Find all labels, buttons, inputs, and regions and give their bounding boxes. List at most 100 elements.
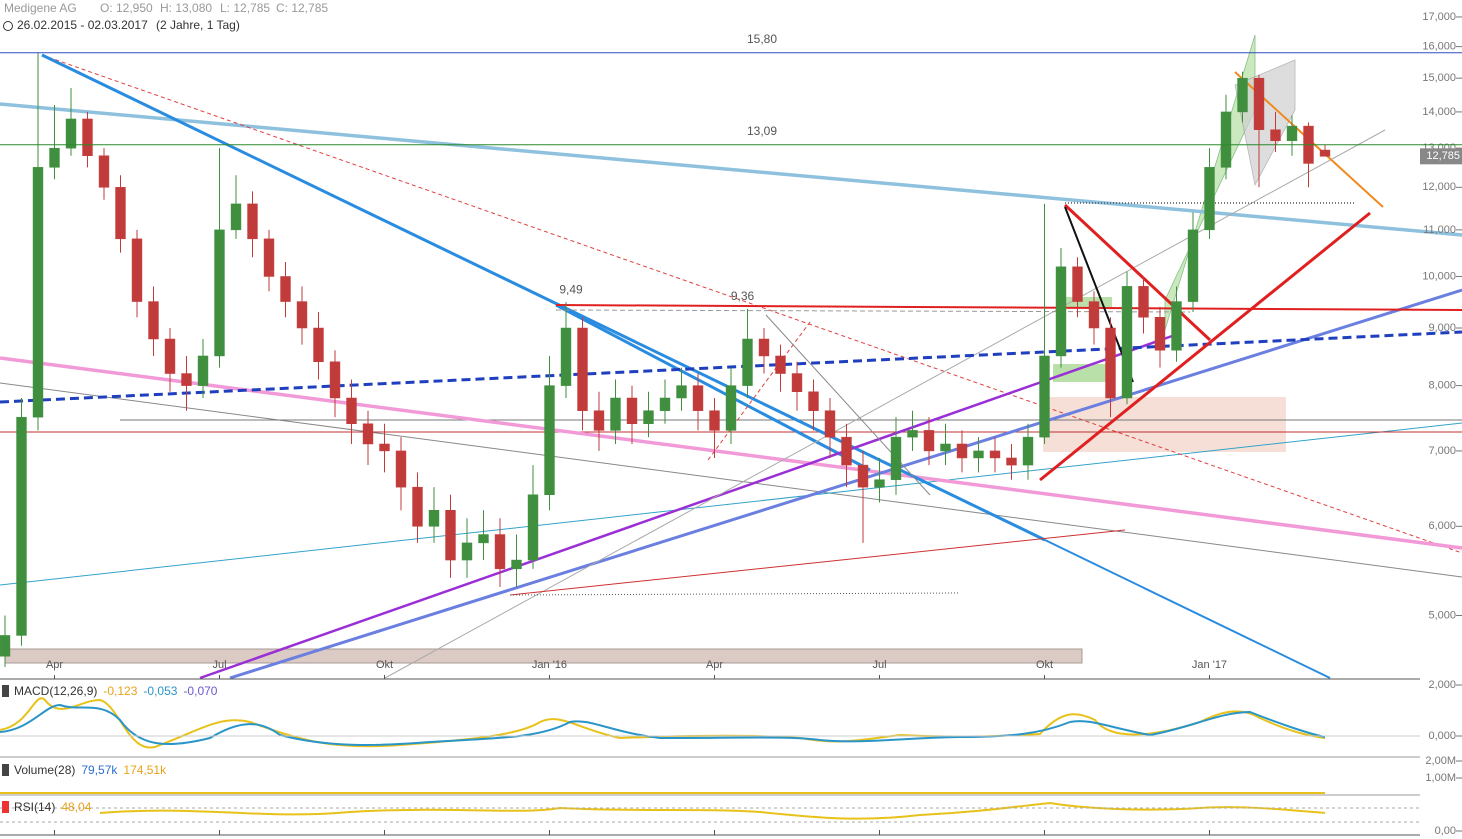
candle-body	[841, 436, 852, 466]
zone	[1057, 297, 1112, 307]
candle-body	[164, 338, 176, 374]
candle-body	[676, 385, 687, 399]
x-tick-label: Jul	[212, 659, 226, 671]
last-price-label: 12,785	[1426, 150, 1460, 162]
zone	[1053, 364, 1113, 382]
y-tick-label: 7,000	[1428, 445, 1456, 457]
panel-readout: -0,123	[103, 684, 137, 698]
ohlc-readout: O: 12,950	[100, 1, 153, 15]
panel-readout: -0,053	[143, 684, 177, 698]
candle-body	[494, 534, 506, 570]
candle-body	[412, 486, 423, 527]
last-price-tag	[1420, 148, 1462, 165]
trend-line	[509, 529, 1126, 596]
panel-tick-label: 0,000	[1428, 730, 1456, 742]
trend-line	[1063, 203, 1212, 342]
candle-body	[659, 397, 671, 411]
candle-body	[791, 373, 803, 393]
panel-readout: 79,57k	[81, 763, 118, 777]
candle-body	[989, 450, 1001, 459]
candle-body	[1154, 317, 1166, 351]
candles	[0, 52, 1331, 668]
candle-body	[1204, 167, 1215, 231]
trend-line	[41, 54, 1462, 554]
candle-body	[214, 229, 225, 357]
panel-readout: 48,04	[61, 800, 91, 814]
candle-body	[395, 450, 407, 488]
candle-body	[824, 410, 836, 438]
trend-line	[384, 129, 1386, 679]
candle-body	[16, 416, 27, 636]
x-tick-label: Jul	[872, 659, 886, 671]
candle-body	[1006, 457, 1017, 466]
candle-body	[1105, 327, 1116, 399]
candle-body	[1121, 286, 1133, 399]
candle-body	[313, 327, 324, 363]
ohlc-readout: H: 13,080	[160, 1, 212, 15]
y-tick-label: 9,000	[1428, 322, 1456, 334]
clock-icon	[3, 21, 13, 31]
date-range: 26.02.2015 - 02.03.2017	[17, 18, 148, 32]
trend-line	[1039, 211, 1371, 482]
candle-body	[1319, 149, 1331, 157]
trend-line	[0, 382, 1462, 578]
candle-body	[758, 338, 770, 357]
panel-tick-label: 2,00M	[1425, 755, 1456, 767]
candle-body	[329, 361, 341, 399]
candle-body	[1220, 111, 1232, 168]
y-tick-label: 15,000	[1422, 72, 1456, 84]
level-label: 15,80	[747, 32, 777, 46]
candle-body	[511, 559, 522, 570]
trend-line	[555, 304, 1462, 311]
y-tick-label: 6,000	[1428, 520, 1456, 532]
y-tick-label: 16,000	[1422, 41, 1456, 53]
indicator-trace	[0, 697, 1326, 749]
panel-tick-label: 0,00	[1435, 825, 1456, 837]
y-tick-label: 14,000	[1422, 106, 1456, 118]
candle-body	[956, 443, 968, 459]
candle-body	[1253, 77, 1265, 130]
candle-body	[1088, 301, 1100, 329]
panel-legend-bg	[2, 801, 9, 813]
annotation: 9,36	[731, 289, 755, 303]
panel-tick-label: 1,00M	[1425, 772, 1456, 784]
candle-body	[247, 203, 258, 240]
trend-line	[765, 314, 931, 496]
trend-line	[1044, 539, 1331, 679]
candle-body	[890, 436, 902, 480]
panel-legend-bg	[2, 764, 9, 776]
candle-body	[1138, 286, 1149, 318]
candle-body	[296, 301, 308, 329]
y-tick-label: 10,000	[1422, 270, 1456, 282]
panel-tick-label: 2,000	[1428, 679, 1456, 691]
candle-body	[527, 494, 539, 561]
candle-body	[197, 355, 209, 386]
candle-body	[874, 479, 885, 488]
candle-body	[428, 510, 440, 527]
candle-body	[445, 510, 456, 561]
panel-title: RSI(14)	[14, 800, 55, 814]
candle-body	[263, 238, 275, 277]
x-tick-label: Jan '17	[1192, 659, 1227, 671]
x-tick-label: Okt	[376, 659, 393, 671]
candle-body	[1072, 266, 1083, 302]
candle-body	[923, 430, 935, 452]
x-tick-label: Jan '16	[532, 659, 567, 671]
ohlc-readout: C: 12,785	[276, 1, 328, 15]
panel-legend-bg	[2, 685, 9, 697]
candle-body	[181, 373, 192, 386]
x-tick-label: Okt	[1036, 659, 1053, 671]
candle-body	[593, 410, 605, 431]
candle-body	[940, 443, 951, 452]
candle-body	[544, 385, 555, 495]
candle-body	[725, 385, 737, 431]
candle-body	[65, 118, 77, 149]
candle-body	[626, 397, 638, 424]
candle-body	[1270, 129, 1281, 141]
x-tick-label: Apr	[46, 659, 63, 671]
candle-body	[857, 464, 869, 488]
candle-body	[131, 238, 143, 302]
candle-body	[49, 147, 60, 168]
y-tick-label: 12,000	[1422, 181, 1456, 193]
